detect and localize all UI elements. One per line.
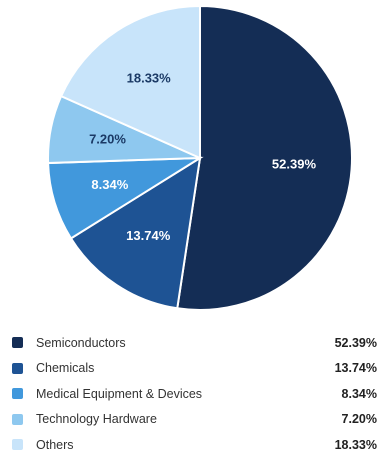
pie-slice-2[interactable] (69, 156, 202, 310)
legend-item[interactable]: Technology Hardware 7.20% (0, 407, 379, 433)
legend-item[interactable]: Others 18.33% (0, 432, 379, 458)
legend-item[interactable]: Medical Equipment & Devices 8.34% (0, 381, 379, 407)
slice-label-4: 7.20% (89, 131, 126, 146)
slice-label-3: 8.34% (91, 177, 128, 192)
legend-value: 18.33% (334, 437, 377, 452)
legend-swatch (12, 388, 23, 400)
legend-swatch (12, 337, 23, 349)
slice-label-2: 13.74% (126, 228, 171, 243)
slice-label-5: 18.33% (127, 70, 172, 85)
pie-slice-5[interactable] (59, 4, 201, 160)
chart-legend: Semiconductors 52.39% Chemicals 13.74% Medic… (0, 330, 379, 458)
legend-swatch (12, 362, 23, 374)
legend-item[interactable]: Semiconductors 52.39% (0, 330, 379, 356)
slice-label-1: 52.39% (272, 157, 317, 172)
legend-label: Technology Hardware (36, 412, 157, 427)
legend-label: Others (36, 437, 74, 452)
legend-value: 13.74% (334, 361, 377, 376)
legend-label: Semiconductors (36, 335, 126, 350)
legend-value: 8.34% (341, 386, 377, 401)
legend-value: 7.20% (341, 412, 377, 427)
pie-chart: 52.39% 13.74% 8.34% 7.20% 18.33% (47, 4, 353, 311)
legend-item[interactable]: Chemicals 13.74% (0, 356, 379, 382)
legend-swatch (12, 439, 23, 451)
legend-label: Medical Equipment & Devices (36, 386, 203, 401)
legend-value: 52.39% (334, 335, 377, 350)
pie-slice-1[interactable] (176, 4, 353, 311)
legend-swatch (12, 413, 23, 425)
legend-label: Chemicals (36, 361, 95, 376)
